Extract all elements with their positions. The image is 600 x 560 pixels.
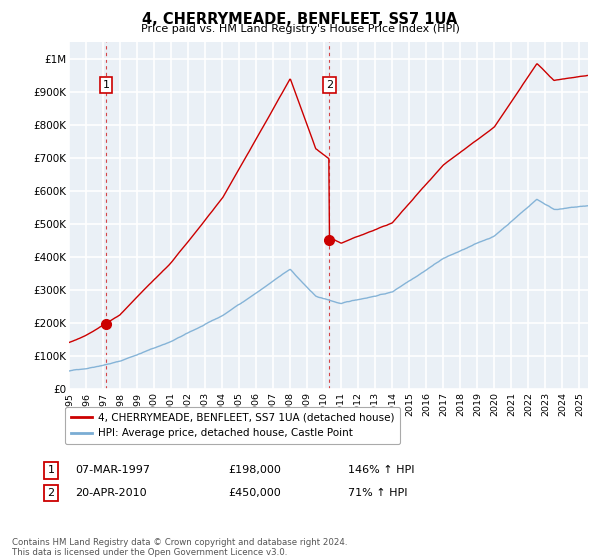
Text: Price paid vs. HM Land Registry's House Price Index (HPI): Price paid vs. HM Land Registry's House … <box>140 24 460 34</box>
Legend: 4, CHERRYMEADE, BENFLEET, SS7 1UA (detached house), HPI: Average price, detached: 4, CHERRYMEADE, BENFLEET, SS7 1UA (detac… <box>65 407 400 445</box>
Text: 20-APR-2010: 20-APR-2010 <box>75 488 146 498</box>
Text: £450,000: £450,000 <box>228 488 281 498</box>
Text: 1: 1 <box>103 80 109 90</box>
Text: 71% ↑ HPI: 71% ↑ HPI <box>348 488 407 498</box>
Text: £198,000: £198,000 <box>228 465 281 475</box>
Text: 1: 1 <box>47 465 55 475</box>
Text: Contains HM Land Registry data © Crown copyright and database right 2024.
This d: Contains HM Land Registry data © Crown c… <box>12 538 347 557</box>
Text: 2: 2 <box>326 80 333 90</box>
Text: 146% ↑ HPI: 146% ↑ HPI <box>348 465 415 475</box>
Text: 2: 2 <box>47 488 55 498</box>
Text: 4, CHERRYMEADE, BENFLEET, SS7 1UA: 4, CHERRYMEADE, BENFLEET, SS7 1UA <box>142 12 458 27</box>
Text: 07-MAR-1997: 07-MAR-1997 <box>75 465 150 475</box>
